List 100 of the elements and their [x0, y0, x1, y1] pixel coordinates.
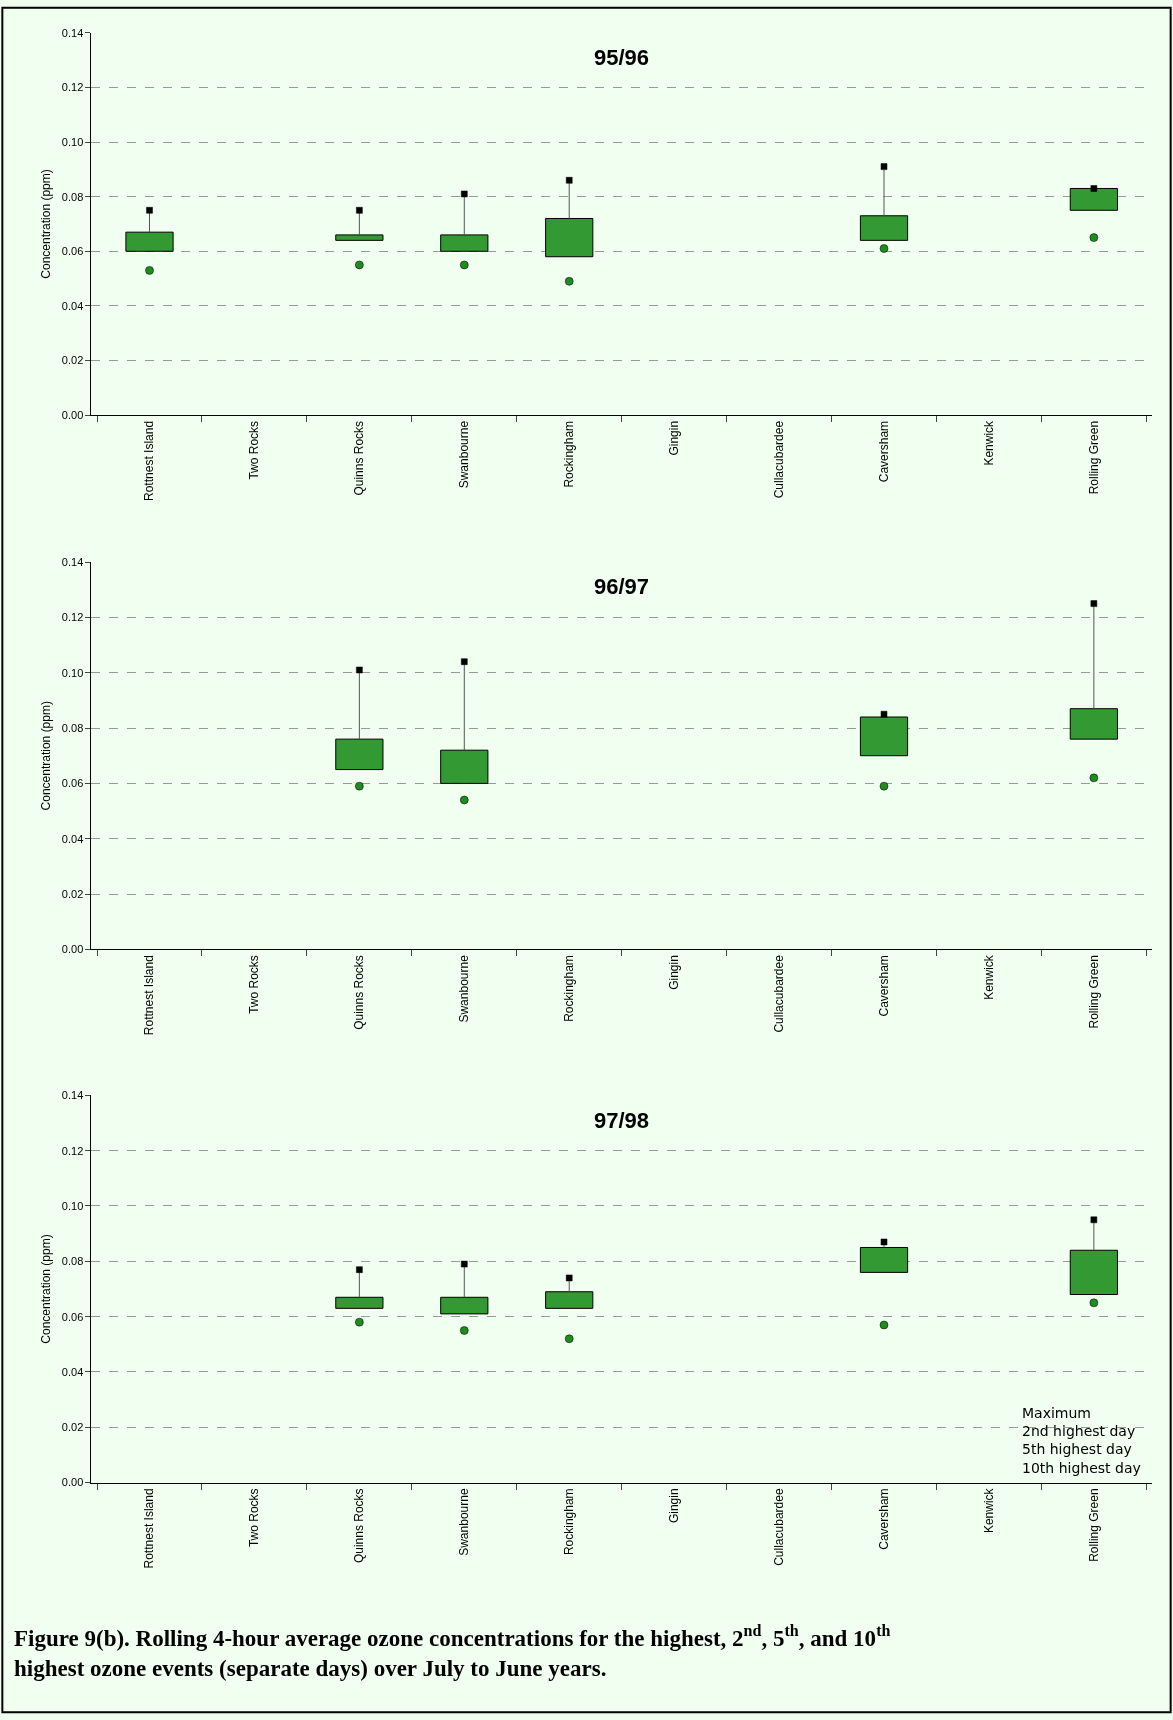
bar	[335, 1296, 384, 1309]
bar	[1069, 187, 1118, 211]
y-tick-label: 0.14	[61, 1089, 84, 1102]
bar	[440, 749, 489, 784]
x-tick-label: Quinns Rocks	[352, 420, 367, 496]
y-tick-label: 0.00	[61, 943, 84, 956]
y-tick-label: 0.06	[61, 777, 84, 790]
bar	[1069, 1249, 1118, 1296]
point	[879, 244, 889, 253]
point	[460, 260, 469, 270]
y-tick-label: 0.04	[61, 832, 84, 845]
y-tick-label: 0.02	[61, 354, 84, 367]
text: 96/97	[594, 574, 650, 599]
point	[1090, 600, 1098, 607]
y-tick-label: 0.10	[61, 1199, 84, 1212]
point	[565, 177, 573, 184]
point	[460, 1326, 469, 1335]
y-tick-label: 0.12	[61, 611, 84, 624]
y-tick-label: 0.04	[61, 299, 84, 312]
text: 97/98	[594, 1108, 650, 1133]
point	[565, 1274, 573, 1282]
x-tick-label: Kenwick	[981, 1487, 996, 1534]
point	[564, 277, 574, 286]
x-tick-label: Rolling Green	[1086, 1488, 1101, 1562]
bar	[545, 218, 594, 258]
x-tick-label: Rolling Green	[1086, 420, 1101, 495]
point	[460, 795, 469, 805]
point	[146, 207, 153, 214]
x-tick-label: Two Rocks	[247, 1488, 262, 1548]
x-tick-label: Swanbourne	[457, 1488, 472, 1556]
y-tick-label: 0.06	[61, 1310, 84, 1323]
bar	[125, 231, 174, 252]
x-tick-label: Rottnest Island	[142, 1488, 157, 1569]
bar	[335, 738, 384, 771]
x-tick-label: Gingin	[667, 955, 682, 990]
point	[1089, 233, 1099, 242]
x-tick-label: Swanbourne	[457, 420, 472, 489]
annotation: Maximum 2nd highest day 5th highest day 10th highest day	[1022, 1405, 1141, 1476]
y-tick-label: 0.14	[61, 555, 84, 568]
y-tick-label: 0.08	[61, 721, 84, 734]
y-tick-label: 0.02	[61, 887, 84, 900]
x-tick-label: Caversham	[876, 955, 891, 1017]
x-tick-label: Quinns Rocks	[352, 1488, 367, 1564]
bar	[440, 234, 489, 252]
x-tick-label: Rockingham	[562, 1488, 577, 1556]
y-axis-title: Concentration (ppm)	[39, 169, 54, 279]
x-tick-label: Kenwick	[981, 954, 996, 1000]
y-tick-label: 0.14	[61, 26, 84, 39]
y-tick-label: 0.00	[61, 1476, 84, 1489]
y-tick-label: 0.12	[61, 1144, 84, 1157]
x-tick-label: Rolling Green	[1086, 955, 1101, 1029]
text: Figure 9(b). Rolling 4-hour average ozone concentrations for the highest, 2$^{nd}$, 5$^{th}$, and 10$^{th}$ highest ozone events (separate days) over July to June years.	[14, 1622, 891, 1681]
x-tick-label: Quinns Rocks	[352, 955, 367, 1030]
x-tick-label: Cullacubardee	[771, 420, 786, 499]
y-tick-label: 0.12	[61, 81, 84, 94]
point	[1089, 1298, 1099, 1308]
x-tick-label: Rottnest Island	[142, 955, 157, 1036]
x-tick-label: Caversham	[876, 420, 891, 483]
x-tick-label: Cullacubardee	[771, 1488, 786, 1566]
point	[461, 658, 468, 665]
x-tick-label: Caversham	[876, 1488, 891, 1550]
point	[355, 1317, 364, 1327]
bar	[335, 234, 384, 241]
text: 95/96	[594, 45, 650, 70]
bar	[859, 215, 909, 241]
x-tick-label: Gingin	[667, 420, 682, 456]
y-axis-title: Concentration (ppm)	[39, 1234, 54, 1344]
point	[879, 1320, 889, 1330]
x-tick-label: Rottnest Island	[142, 420, 157, 501]
x-tick-label: Swanbourne	[457, 954, 472, 1023]
point	[461, 1260, 468, 1268]
y-axis-title: Concentration (ppm)	[39, 701, 54, 811]
point	[355, 260, 364, 270]
point	[356, 1266, 363, 1273]
point	[356, 207, 363, 214]
x-tick-label: Gingin	[667, 1488, 682, 1524]
point	[356, 666, 363, 674]
bar	[440, 1296, 489, 1315]
x-tick-label: Two Rocks	[247, 955, 262, 1014]
y-tick-label: 0.04	[61, 1365, 84, 1378]
y-tick-label: 0.10	[61, 135, 84, 148]
point	[879, 781, 889, 791]
point	[355, 781, 364, 791]
point	[461, 190, 468, 198]
point	[145, 266, 154, 275]
x-tick-label: Cullacubardee	[771, 954, 786, 1033]
y-tick-label: 0.10	[61, 666, 84, 679]
y-tick-label: 0.02	[61, 1421, 84, 1434]
x-tick-label: Rockingham	[562, 955, 577, 1022]
y-tick-label: 0.08	[61, 1255, 84, 1268]
y-tick-label: 0.06	[61, 245, 84, 258]
point	[880, 163, 888, 170]
y-tick-label: 0.08	[61, 190, 84, 203]
point	[564, 1334, 574, 1344]
point	[1090, 1216, 1098, 1224]
x-tick-label: Kenwick	[981, 419, 996, 466]
bar	[545, 1291, 594, 1309]
x-tick-label: Rockingham	[562, 420, 577, 488]
bar	[1069, 708, 1118, 740]
x-tick-label: Two Rocks	[247, 420, 262, 480]
